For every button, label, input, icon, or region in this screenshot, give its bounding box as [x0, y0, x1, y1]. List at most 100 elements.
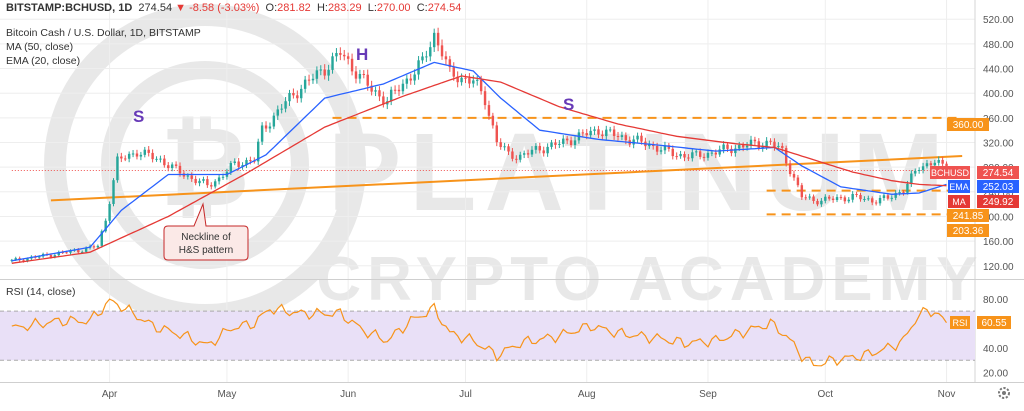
candle — [773, 138, 776, 151]
candle — [436, 27, 440, 52]
time-tick-label: Sep — [699, 389, 717, 400]
price-change: -8.58 (-3.03%) — [189, 2, 260, 14]
price-tick-label: 160.00 — [983, 237, 1014, 248]
svg-text:203.36: 203.36 — [953, 226, 984, 237]
candle — [163, 154, 166, 168]
time-axis[interactable]: Apr May Jun Jul Aug Sep Oct Nov — [102, 389, 956, 400]
price-tick-label: 400.00 — [983, 89, 1014, 100]
candle — [890, 195, 893, 202]
svg-text:EMA: EMA — [949, 182, 969, 192]
candle — [167, 162, 170, 172]
price-tick-label: 360.00 — [983, 114, 1014, 125]
candle — [268, 122, 272, 133]
candle — [327, 64, 330, 81]
candle — [593, 126, 596, 135]
candle — [456, 71, 459, 88]
legend-title[interactable]: Bitcoin Cash / U.S. Dollar, 1D, BITSTAMP — [6, 27, 201, 39]
price-tick-label: 480.00 — [983, 40, 1014, 51]
legend-rsi[interactable]: RSI (14, close) — [6, 286, 76, 298]
time-tick-label: Nov — [938, 389, 956, 400]
callout-line2: H&S pattern — [179, 245, 233, 256]
candle — [358, 69, 362, 84]
candle — [280, 104, 283, 114]
candle — [464, 74, 467, 84]
candle — [116, 153, 119, 183]
candle — [429, 41, 432, 62]
candle — [198, 178, 201, 187]
chart-header: BITSTAMP:BCHUSD, 1D 274.54 ▼ -8.58 (-3.0… — [6, 2, 461, 14]
candle — [389, 86, 393, 106]
candle — [507, 143, 510, 155]
down-arrow-icon: ▼ — [175, 2, 187, 14]
candle — [612, 125, 616, 140]
badge-rsi: RSI 60.55 — [950, 316, 1011, 329]
candle — [495, 121, 498, 147]
candle — [112, 178, 115, 207]
legend-ma[interactable]: MA (50, close) — [6, 41, 74, 53]
candle — [339, 47, 342, 61]
candle — [300, 84, 303, 103]
candle — [706, 149, 710, 161]
candle — [245, 157, 248, 169]
candle — [440, 39, 444, 60]
open-value: 281.82 — [277, 2, 311, 14]
candle — [202, 176, 205, 184]
candle — [522, 150, 526, 159]
candle — [421, 52, 424, 64]
svg-text:241.85: 241.85 — [953, 211, 984, 222]
candle — [296, 90, 299, 103]
neckline-line[interactable] — [50, 155, 963, 202]
candle — [127, 151, 131, 163]
candle — [597, 125, 600, 139]
last-price: 274.54 — [138, 2, 173, 14]
candle — [812, 194, 815, 204]
candle — [769, 138, 772, 145]
candle — [871, 196, 874, 206]
candle — [303, 75, 307, 93]
candle — [863, 196, 866, 202]
candle — [444, 51, 448, 65]
candle — [108, 201, 111, 224]
close-value: 274.54 — [427, 2, 462, 14]
candle — [151, 149, 154, 163]
candle — [57, 250, 60, 257]
gear-icon[interactable] — [998, 387, 1010, 399]
candle — [170, 162, 174, 172]
price-tick-label: 120.00 — [983, 262, 1014, 273]
badge-ema: EMA 252.03 — [948, 180, 1019, 193]
candle — [159, 155, 162, 163]
candle — [519, 151, 522, 163]
candle — [761, 142, 764, 152]
candle — [374, 86, 377, 97]
candle — [288, 89, 291, 106]
candle — [405, 75, 409, 89]
candle — [284, 97, 287, 113]
ma-line — [11, 75, 947, 264]
symbol-label[interactable]: BITSTAMP:BCHUSD, 1D — [6, 2, 133, 14]
pattern-label-head: H — [356, 45, 368, 64]
candle — [417, 56, 420, 80]
candle — [667, 142, 671, 152]
time-tick-label: Jun — [340, 389, 356, 400]
close-label: C: — [416, 2, 428, 14]
candle — [808, 193, 811, 200]
candle — [800, 182, 804, 200]
candle — [792, 170, 796, 181]
candle — [753, 136, 757, 146]
candle — [683, 151, 686, 162]
candle — [272, 112, 276, 130]
candle — [734, 144, 737, 157]
candle — [155, 156, 158, 162]
candle — [487, 100, 491, 120]
candle — [311, 73, 315, 84]
badge-level-241: 241.85 — [947, 209, 989, 222]
pattern-label-right-shoulder: S — [563, 95, 574, 114]
candle — [217, 174, 221, 185]
legend-ema[interactable]: EMA (20, close) — [6, 55, 81, 67]
candle — [260, 122, 264, 146]
candle — [695, 148, 698, 156]
candle — [511, 148, 514, 162]
candle — [620, 131, 624, 141]
candle — [409, 73, 412, 85]
